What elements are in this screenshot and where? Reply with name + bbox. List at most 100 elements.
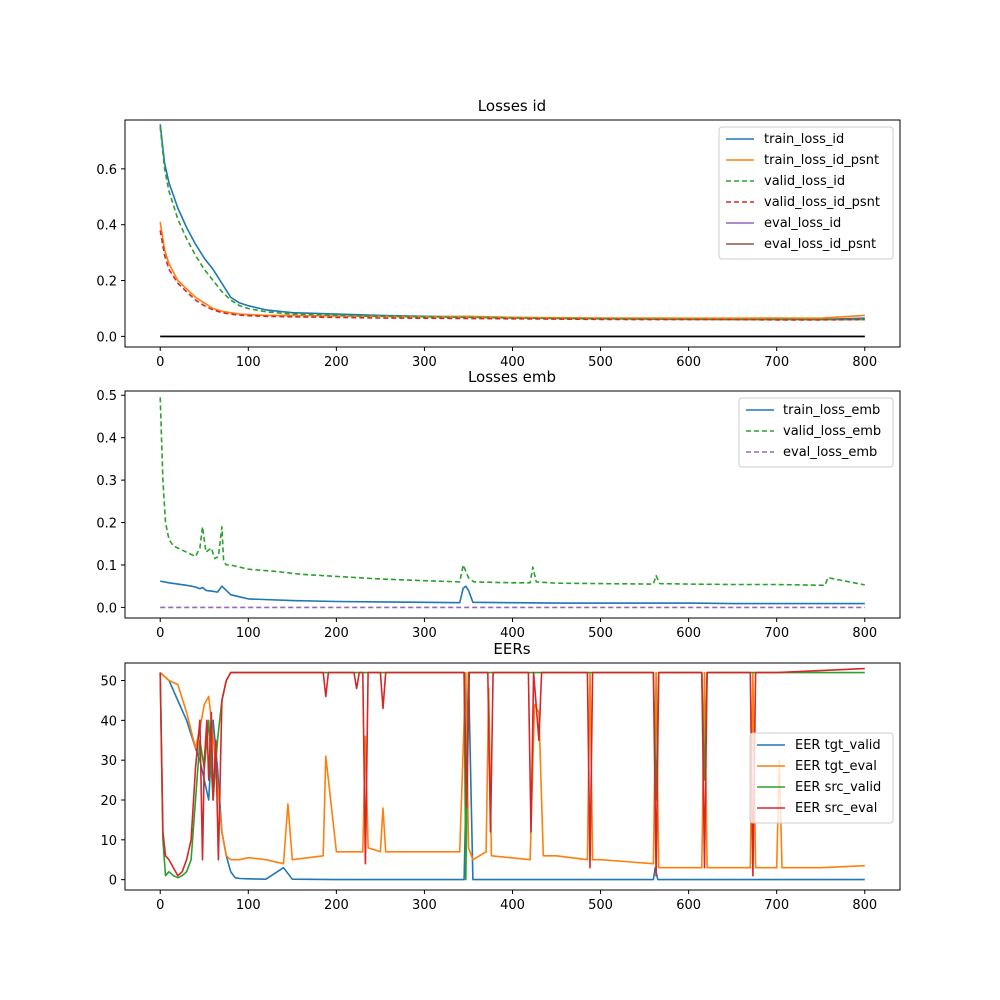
y-tick-label: 40 xyxy=(100,714,117,729)
y-axis: 0 10 20 30 40 50 xyxy=(100,675,125,889)
legend-label: valid_loss_emb xyxy=(783,424,881,439)
series-line xyxy=(159,667,865,877)
plot-area xyxy=(159,667,865,881)
legend-label: valid_loss_id_psnt xyxy=(764,195,880,210)
x-tick-label: 300 xyxy=(412,626,437,641)
x-tick-label: 0 xyxy=(156,355,164,370)
x-tick-label: 300 xyxy=(412,355,437,370)
x-tick-label: 100 xyxy=(236,355,261,370)
legend-entry: train_loss_id_psnt xyxy=(726,153,879,168)
legend-entry: valid_loss_id xyxy=(726,174,845,189)
legend-label: train_loss_id xyxy=(764,132,844,147)
x-axis: 0 100 200 300 400 500 600 700 800 xyxy=(156,618,877,641)
x-axis: 0 100 200 300 400 500 600 700 800 xyxy=(156,347,877,370)
legend-entry: eval_loss_emb xyxy=(746,445,877,460)
x-tick-label: 500 xyxy=(588,898,613,913)
y-tick-label: 50 xyxy=(100,675,117,690)
x-tick-label: 600 xyxy=(676,355,701,370)
legend-label: EER src_eval xyxy=(795,801,877,816)
series-line xyxy=(159,230,865,321)
legend-label: EER tgt_eval xyxy=(795,759,877,774)
legend-box xyxy=(749,732,894,824)
legend-label: eval_loss_id_psnt xyxy=(764,237,876,252)
legend-entry: valid_loss_id_psnt xyxy=(726,195,880,210)
y-axis: 0.0 0.2 0.4 0.6 xyxy=(96,163,125,345)
x-tick-label: 600 xyxy=(676,898,701,913)
legend: train_loss_id train_loss_id_psnt valid_l… xyxy=(718,126,894,260)
axes-frame xyxy=(124,390,901,619)
x-tick-label: 800 xyxy=(852,626,877,641)
y-tick-label: 0.5 xyxy=(96,389,117,404)
x-tick-label: 200 xyxy=(324,355,349,370)
legend-label: eval_loss_emb xyxy=(783,445,877,460)
y-tick-label: 0.1 xyxy=(96,559,117,574)
x-tick-label: 100 xyxy=(236,898,261,913)
y-tick-label: 0.0 xyxy=(96,330,117,345)
y-tick-label: 0.6 xyxy=(96,163,117,178)
legend-entry: EER tgt_eval xyxy=(757,759,877,774)
legend-entry: EER src_eval xyxy=(757,801,877,816)
x-tick-label: 500 xyxy=(588,355,613,370)
y-axis: 0.0 0.1 0.2 0.3 0.4 0.5 xyxy=(96,389,125,616)
legend-entry: EER tgt_valid xyxy=(757,738,881,753)
x-tick-label: 700 xyxy=(764,355,789,370)
legend-entry: train_loss_id xyxy=(726,132,844,147)
x-tick-label: 400 xyxy=(500,898,525,913)
series-line xyxy=(159,221,865,320)
chart-title: EERs xyxy=(493,640,530,658)
x-tick-label: 300 xyxy=(412,898,437,913)
x-tick-label: 0 xyxy=(156,626,164,641)
chart-title: Losses id xyxy=(478,97,546,115)
legend-box xyxy=(738,397,894,468)
x-tick-label: 800 xyxy=(852,898,877,913)
series-line xyxy=(159,126,865,321)
legend: train_loss_emb valid_loss_emb eval_loss_… xyxy=(738,397,894,468)
x-tick-label: 800 xyxy=(852,355,877,370)
y-tick-label: 10 xyxy=(100,834,117,849)
x-tick-label: 600 xyxy=(676,626,701,641)
x-tick-label: 400 xyxy=(500,626,525,641)
panel-eers: EERs 0 100 200 300 400 500 600 700 800 0 10 20 30 40… xyxy=(100,640,901,913)
y-tick-label: 0.4 xyxy=(96,432,117,447)
chart-title: Losses emb xyxy=(468,368,556,386)
x-tick-label: 100 xyxy=(236,626,261,641)
plot-area xyxy=(159,397,865,609)
legend-entry: EER src_valid xyxy=(757,780,881,795)
axes-frame xyxy=(124,119,901,348)
x-tick-label: 200 xyxy=(324,898,349,913)
y-tick-label: 20 xyxy=(100,794,117,809)
panel-losses-emb: Losses emb 0 100 200 300 400 500 600 700 800 0.0… xyxy=(96,368,901,641)
panel-losses-id: Losses id 0 100 200 300 400 500 600 700 800 0.00… xyxy=(96,97,901,370)
x-tick-label: 500 xyxy=(588,626,613,641)
legend-entry: valid_loss_emb xyxy=(746,424,881,439)
legend-box xyxy=(718,126,894,260)
x-axis: 0 100 200 300 400 500 600 700 800 xyxy=(156,890,877,913)
legend-entry: eval_loss_id xyxy=(726,216,841,231)
legend-entry: train_loss_emb xyxy=(746,403,880,418)
legend-label: EER src_valid xyxy=(795,780,881,795)
x-tick-label: 700 xyxy=(764,898,789,913)
legend-label: eval_loss_id xyxy=(764,216,841,231)
x-tick-label: 400 xyxy=(500,355,525,370)
y-tick-label: 0.2 xyxy=(96,275,117,290)
x-tick-label: 0 xyxy=(156,898,164,913)
series-line xyxy=(160,580,865,605)
legend: EER tgt_valid EER tgt_eval EER src_valid… xyxy=(749,732,894,824)
legend-label: train_loss_id_psnt xyxy=(764,153,879,168)
y-tick-label: 0 xyxy=(109,874,117,889)
y-tick-label: 0.2 xyxy=(96,517,117,532)
axes-frame xyxy=(124,662,901,891)
x-tick-label: 700 xyxy=(764,626,789,641)
y-tick-label: 0.3 xyxy=(96,474,117,489)
legend-label: train_loss_emb xyxy=(783,403,880,418)
plot-area xyxy=(159,124,865,338)
y-tick-label: 0.0 xyxy=(96,601,117,616)
series-line xyxy=(159,397,865,587)
legend-entry: eval_loss_id_psnt xyxy=(726,237,876,252)
x-tick-label: 200 xyxy=(324,626,349,641)
legend-label: valid_loss_id xyxy=(764,174,845,189)
y-tick-label: 0.4 xyxy=(96,219,117,234)
legend-label: EER tgt_valid xyxy=(795,738,881,753)
y-tick-label: 30 xyxy=(100,754,117,769)
